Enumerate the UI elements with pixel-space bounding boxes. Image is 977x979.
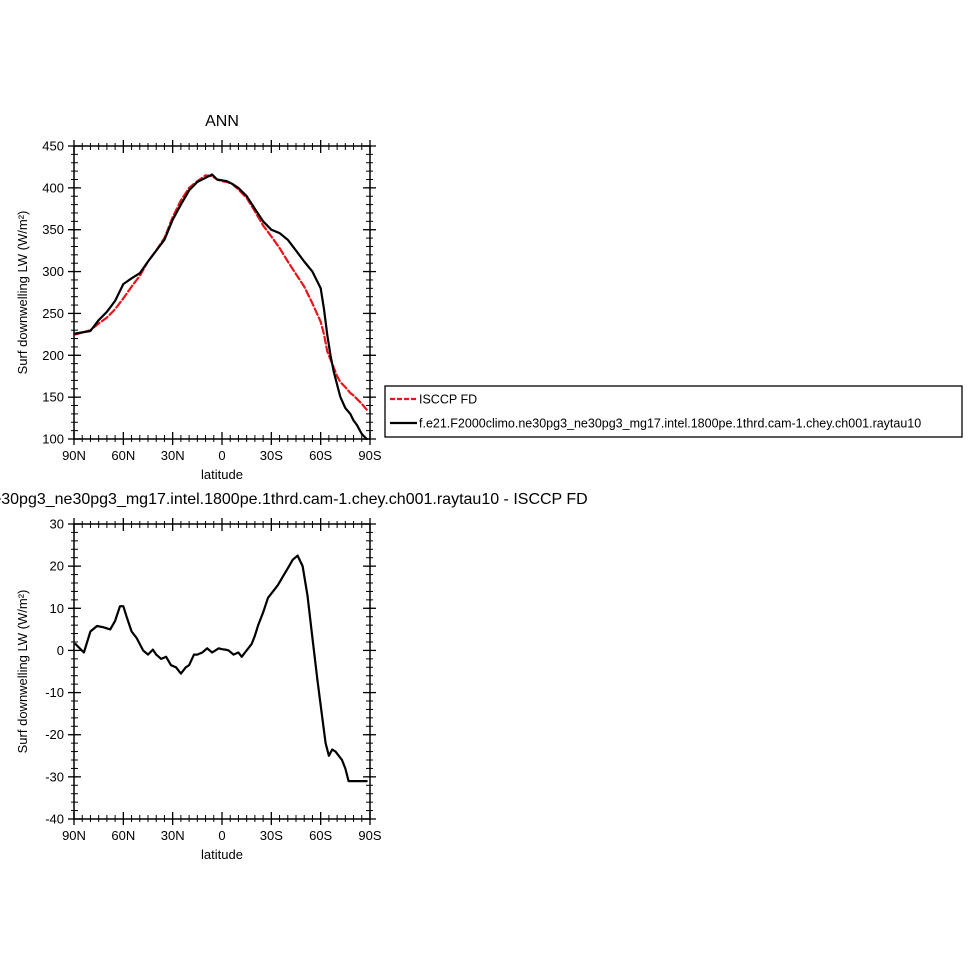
x-tick-label: 60N [111,828,135,843]
y-tick-label: 250 [42,306,64,321]
y-tick-label: 20 [50,559,64,574]
series-line-1 [74,554,368,783]
y-tick-label: 400 [42,180,64,195]
x-tick-label: 30N [161,828,185,843]
x-tick-label: 90S [358,448,381,463]
x-tick-label: 60S [309,448,332,463]
x-tick-label: 30S [260,448,283,463]
y-tick-label: -20 [45,727,64,742]
x-tick-label: 60N [111,448,135,463]
legend-label-2: f.e21.F2000climo.ne30pg3_ne30pg3_mg17.in… [419,417,921,431]
y-tick-label: -10 [45,685,64,700]
x-tick-label: 90S [358,828,381,843]
x-tick-label: 30N [161,448,185,463]
legend-label-1: ISCCP FD [419,393,477,407]
legend: ISCCP FD f.e21.F2000climo.ne30pg3_ne30pg3… [384,385,963,438]
legend-box [384,385,963,438]
y-tick-label: 350 [42,222,64,237]
x-tick-label: 90N [62,448,86,463]
bottom-panel: 90N 60N 30N 0 30S 60S 90S -40 -30 -20 -10 0 10 20 30 f.… [0,491,588,862]
chart-title: f.e21.F2000climo.ne30pg3_ne30pg3_mg17.in… [0,491,588,508]
chart-title: ANN [205,113,239,130]
x-axis-label: latitude [201,847,243,862]
y-tick-label: 10 [50,601,64,616]
y-tick-label: 150 [42,390,64,405]
y-tick-label: -40 [45,812,64,827]
series-line-1 [74,174,368,411]
y-tick-label: 0 [57,643,64,658]
x-tick-label: 30S [260,828,283,843]
series-line-2 [74,173,368,441]
y-tick-label: 450 [42,139,64,154]
y-tick-label: 300 [42,264,64,279]
x-tick-label: 60S [309,828,332,843]
y-tick-label: 30 [50,517,64,532]
x-tick-label: 0 [218,448,225,463]
y-tick-label: -30 [45,769,64,784]
top-panel: 90N 60N 30N 0 30S 60S 90S 100 150 200 250 300 350 400… [15,113,382,482]
y-tick-label: 200 [42,348,64,363]
y-axis-label: Surf downwelling LW (W/m²) [15,211,30,375]
y-axis-label: Surf downwelling LW (W/m²) [15,590,30,754]
x-axis-label: latitude [201,467,243,482]
plot-frame [73,523,371,820]
y-tick-label: 100 [42,432,64,447]
x-tick-label: 90N [62,828,86,843]
x-tick-label: 0 [218,828,225,843]
